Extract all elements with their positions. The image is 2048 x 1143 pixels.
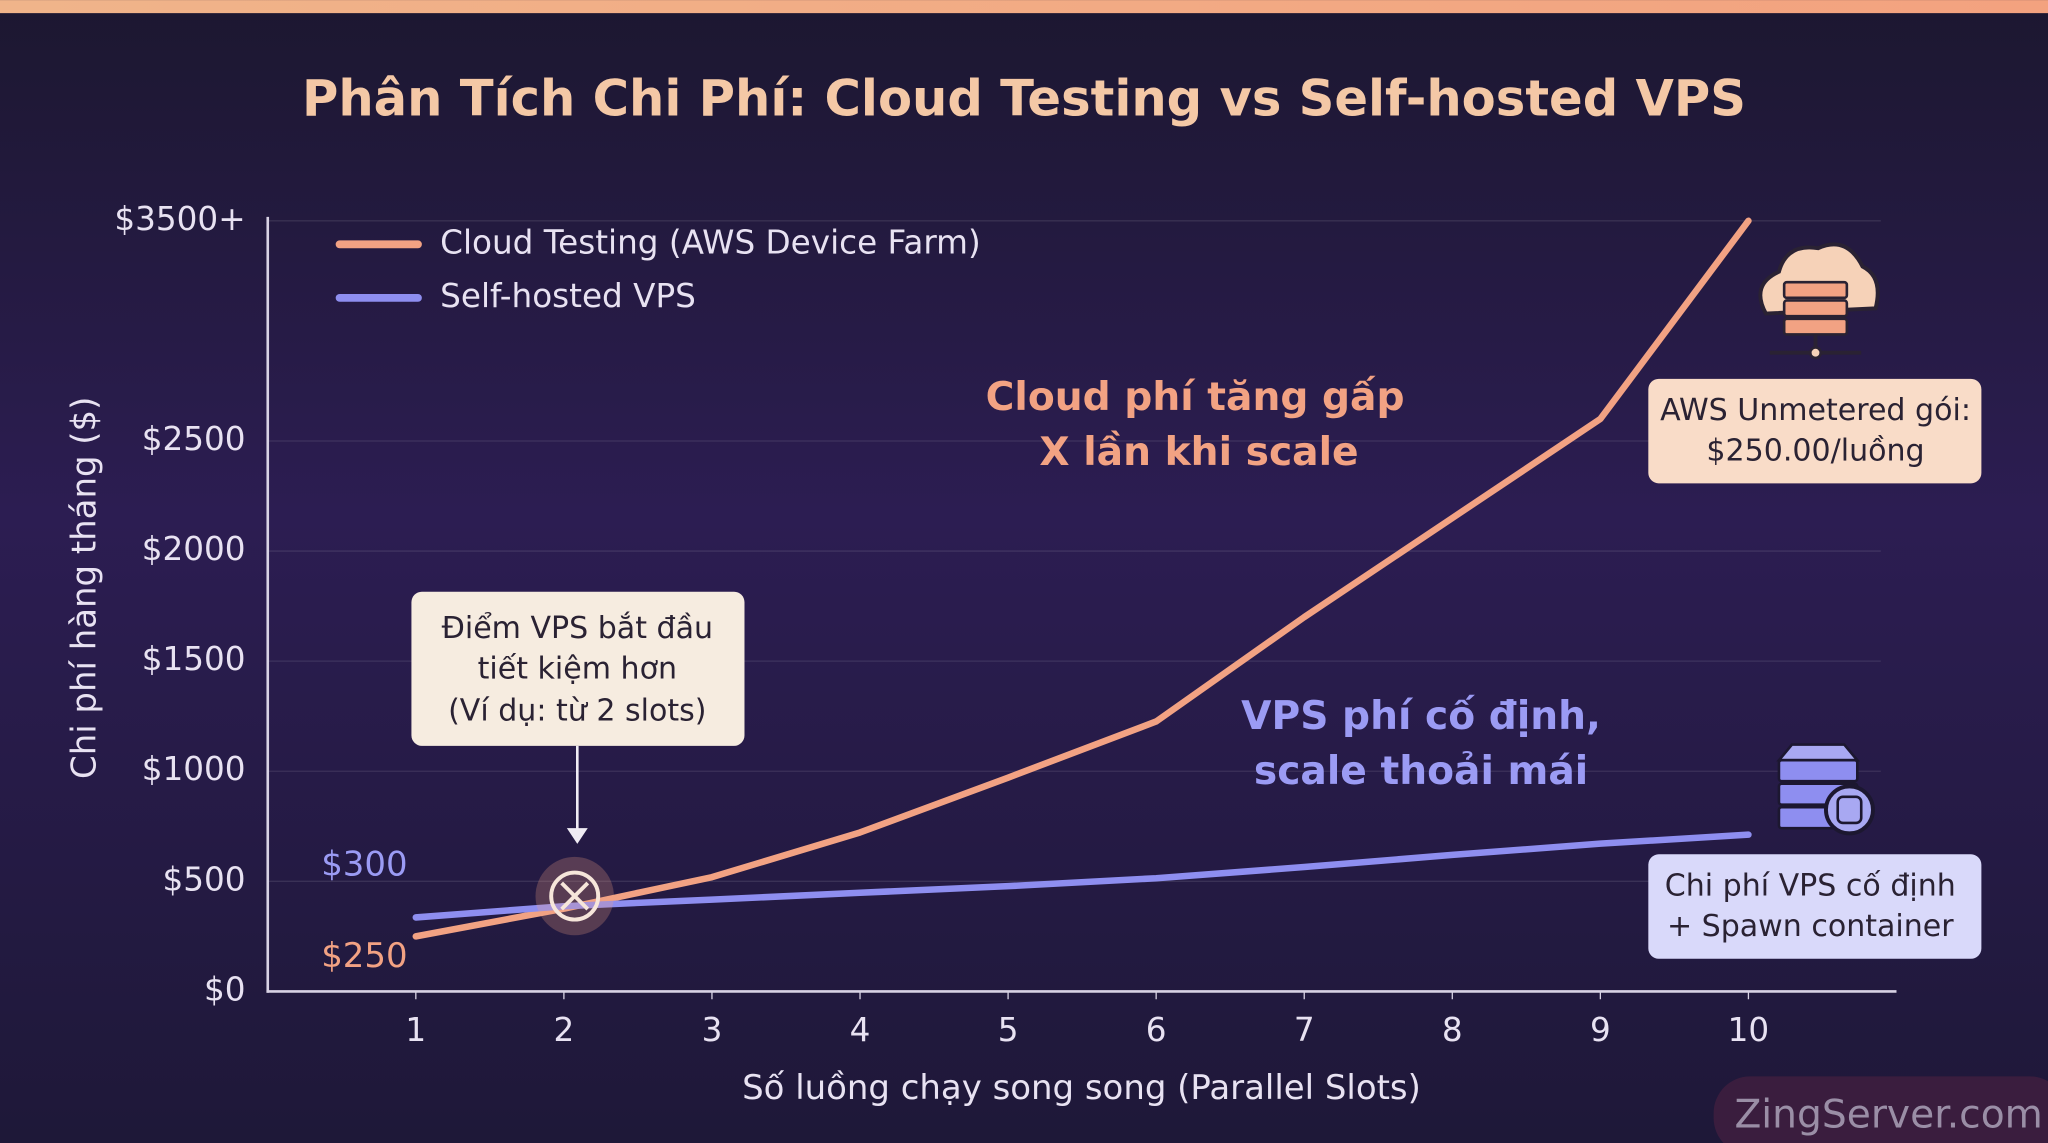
x-tick-label: 10 — [1728, 1011, 1770, 1049]
y-tick-label: $2500 — [142, 420, 246, 458]
x-tick-label: 4 — [850, 1011, 871, 1049]
cloud-icon — [1758, 242, 1880, 360]
grid: $0 $500 $1000 $1500 $2000 $2500 $3500+ 1 2 3 4 5 6 7 8… — [114, 200, 1881, 1049]
callout-text: Điểm VPS bắt đầu — [442, 610, 713, 646]
x-tick-label: 1 — [405, 1011, 426, 1049]
annotation: scale thoải mái — [1254, 749, 1588, 794]
note-box — [1648, 378, 1982, 484]
y-tick-label: $3500+ — [114, 200, 245, 238]
callout-text: (Ví dụ: từ 2 slots) — [448, 693, 706, 728]
watermark: ZingServer.com — [1734, 1092, 2042, 1137]
callout-box — [411, 591, 745, 746]
x-tick-label: 9 — [1590, 1011, 1611, 1049]
y-tick-label: $0 — [204, 970, 246, 1008]
watermark-bg — [1713, 1076, 2048, 1143]
x-tick-label: 6 — [1146, 1011, 1167, 1049]
series-line — [412, 217, 1752, 940]
start-label: $300 — [321, 845, 407, 885]
note-text: $250.00/luồng — [1706, 433, 1924, 468]
annotation: Cloud phí tăng gấp — [986, 375, 1405, 420]
x-tick-label: 8 — [1442, 1011, 1463, 1049]
legend-label: Cloud Testing (AWS Device Farm) — [440, 223, 981, 261]
y-tick-label: $1000 — [142, 750, 246, 788]
note-text: + Spawn container — [1667, 909, 1954, 944]
note-box — [1648, 854, 1982, 959]
x-tick-label: 2 — [553, 1011, 574, 1049]
note-text: Chi phí VPS cố định — [1665, 868, 1956, 903]
crossover-marker — [535, 856, 614, 936]
x-axis-label: Số luồng chạy song song (Parallel Slots) — [742, 1068, 1421, 1108]
annotation: X lần khi scale — [1039, 430, 1358, 475]
note-text: AWS Unmetered gói: — [1660, 393, 1971, 428]
legend-label: Self-hosted VPS — [440, 277, 696, 315]
x-tick-label: 5 — [998, 1011, 1019, 1049]
y-tick-label: $1500 — [142, 640, 246, 678]
y-tick-label: $500 — [162, 860, 245, 898]
y-tick-label: $2000 — [142, 530, 246, 568]
x-tick-label: 3 — [702, 1011, 723, 1049]
chart-title: Phân Tích Chi Phí: Cloud Testing vs Self… — [302, 69, 1746, 127]
annotation: VPS phí cố định, — [1241, 694, 1601, 739]
server-icon — [1776, 743, 1875, 836]
start-label: $250 — [321, 936, 407, 976]
series-line — [412, 831, 1752, 921]
plot-area: Cloud Testing (AWS Device Farm) Self-host… — [335, 217, 1752, 940]
callout-arrowhead — [566, 828, 588, 844]
x-tick-label: 7 — [1294, 1011, 1315, 1049]
y-axis-label: Chi phí hàng tháng ($) — [65, 397, 105, 779]
top-strip — [0, 0, 2048, 14]
callout-text: tiết kiệm hơn — [478, 652, 677, 687]
